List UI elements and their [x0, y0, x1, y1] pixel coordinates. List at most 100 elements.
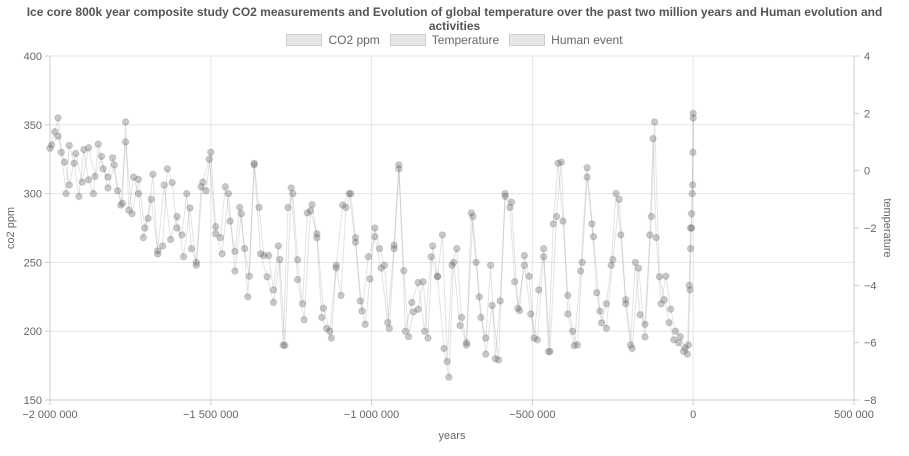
legend-item-temperature[interactable]: Temperature — [389, 33, 500, 47]
point-co2-ppm-122 — [626, 341, 635, 349]
point-co2-ppm-36 — [211, 222, 220, 231]
point-temperature-21 — [179, 253, 188, 261]
point-co2-ppm-69 — [371, 224, 379, 232]
point-co2-ppm-30 — [183, 189, 191, 198]
point-temperature-28 — [224, 189, 233, 198]
point-temperature-22 — [186, 204, 194, 212]
point-temperature-53 — [384, 318, 392, 327]
point-co2-ppm-1 — [51, 128, 59, 136]
point-temperature-89 — [609, 255, 617, 264]
point-co2-ppm-29 — [178, 231, 186, 239]
legend-label-human-event: Human event — [551, 33, 623, 47]
point-temperature-44 — [326, 327, 334, 335]
point-temperature-105 — [686, 224, 695, 232]
point-co2-ppm-91 — [477, 313, 485, 322]
point-co2-ppm-43 — [245, 272, 254, 280]
series-line-co2-ppm — [49, 117, 694, 362]
point-temperature-84 — [576, 267, 585, 275]
legend-item-co2[interactable]: CO2 ppm — [286, 33, 380, 47]
point-co2-ppm-134 — [681, 344, 689, 352]
point-temperature-8 — [97, 152, 106, 161]
point-co2-ppm-78 — [414, 305, 422, 313]
point-temperature-102 — [679, 347, 688, 355]
point-co2-ppm-128 — [652, 233, 660, 242]
point-co2-ppm-74 — [395, 165, 403, 173]
y-right-tick-label-0: −8 — [864, 395, 877, 407]
point-co2-ppm-15 — [113, 187, 122, 195]
point-co2-ppm-16 — [118, 199, 127, 207]
point-temperature-82 — [564, 310, 572, 318]
point-temperature-30 — [237, 210, 246, 218]
point-co2-ppm-136 — [686, 286, 694, 294]
point-co2-ppm-97 — [506, 203, 514, 212]
point-temperature-27 — [218, 250, 226, 258]
legend-label-co2: CO2 ppm — [328, 33, 380, 47]
point-co2-ppm-82 — [433, 272, 442, 280]
point-co2-ppm-102 — [530, 334, 538, 342]
point-temperature-39 — [293, 275, 302, 284]
point-co2-ppm-125 — [641, 320, 649, 328]
point-temperature-32 — [250, 161, 258, 169]
point-temperature-106 — [687, 210, 696, 218]
point-co2-ppm-24 — [154, 250, 162, 258]
y-right-tick-label-5: 2 — [864, 108, 870, 120]
y-right-tick-label-1: −6 — [864, 338, 877, 350]
point-co2-ppm-66 — [356, 297, 364, 305]
point-co2-ppm-20 — [134, 189, 143, 198]
point-temperature-98 — [660, 296, 668, 304]
point-co2-ppm-88 — [462, 341, 471, 349]
point-temperature-3 — [65, 181, 74, 189]
point-co2-ppm-51 — [284, 203, 292, 212]
point-temperature-12 — [121, 138, 130, 146]
point-temperature-50 — [364, 253, 373, 261]
point-co2-ppm-93 — [486, 261, 495, 269]
point-co2-ppm-111 — [573, 341, 582, 349]
point-co2-ppm-75 — [400, 267, 408, 275]
point-co2-ppm-115 — [593, 289, 601, 297]
point-co2-ppm-113 — [583, 173, 591, 181]
point-temperature-99 — [665, 318, 673, 327]
point-co2-ppm-0 — [46, 144, 54, 152]
x-tick-label-3: −500 000 — [509, 409, 555, 421]
point-temperature-60 — [427, 253, 435, 261]
point-co2-ppm-48 — [269, 286, 278, 294]
point-temperature-85 — [583, 164, 591, 172]
point-co2-ppm-87 — [457, 313, 466, 322]
legend-label-temperature: Temperature — [431, 33, 500, 47]
point-temperature-107 — [688, 181, 697, 189]
point-temperature-87 — [596, 307, 604, 315]
point-co2-ppm-21 — [139, 233, 148, 242]
point-co2-ppm-54 — [298, 300, 307, 308]
point-temperature-72 — [501, 189, 509, 198]
point-temperature-5 — [78, 178, 86, 186]
point-co2-ppm-62 — [337, 291, 345, 300]
point-temperature-19 — [166, 235, 175, 244]
point-co2-ppm-105 — [544, 348, 553, 356]
point-co2-ppm-40 — [231, 247, 239, 256]
point-co2-ppm-140 — [689, 148, 697, 157]
point-temperature-68 — [475, 293, 483, 301]
point-co2-ppm-12 — [99, 165, 107, 173]
point-co2-ppm-92 — [482, 334, 490, 342]
point-co2-ppm-9 — [84, 176, 93, 184]
point-co2-ppm-55 — [303, 209, 311, 217]
point-co2-ppm-117 — [602, 300, 611, 308]
point-co2-ppm-101 — [525, 272, 533, 280]
point-temperature-42 — [313, 230, 321, 238]
point-co2-ppm-127 — [649, 134, 657, 143]
point-temperature-13 — [128, 210, 136, 218]
point-co2-ppm-107 — [554, 159, 562, 168]
point-temperature-58 — [414, 278, 422, 287]
point-temperature-14 — [134, 175, 143, 184]
point-temperature-33 — [256, 250, 265, 258]
legend-item-human-event[interactable]: Human event — [509, 33, 623, 47]
point-co2-ppm-84 — [443, 357, 451, 366]
point-temperature-73 — [507, 198, 516, 206]
point-co2-ppm-114 — [588, 220, 596, 228]
point-co2-ppm-120 — [617, 231, 625, 239]
point-temperature-56 — [401, 327, 410, 335]
point-co2-ppm-137 — [686, 244, 695, 253]
point-temperature-93 — [634, 264, 643, 272]
point-temperature-95 — [647, 212, 656, 221]
